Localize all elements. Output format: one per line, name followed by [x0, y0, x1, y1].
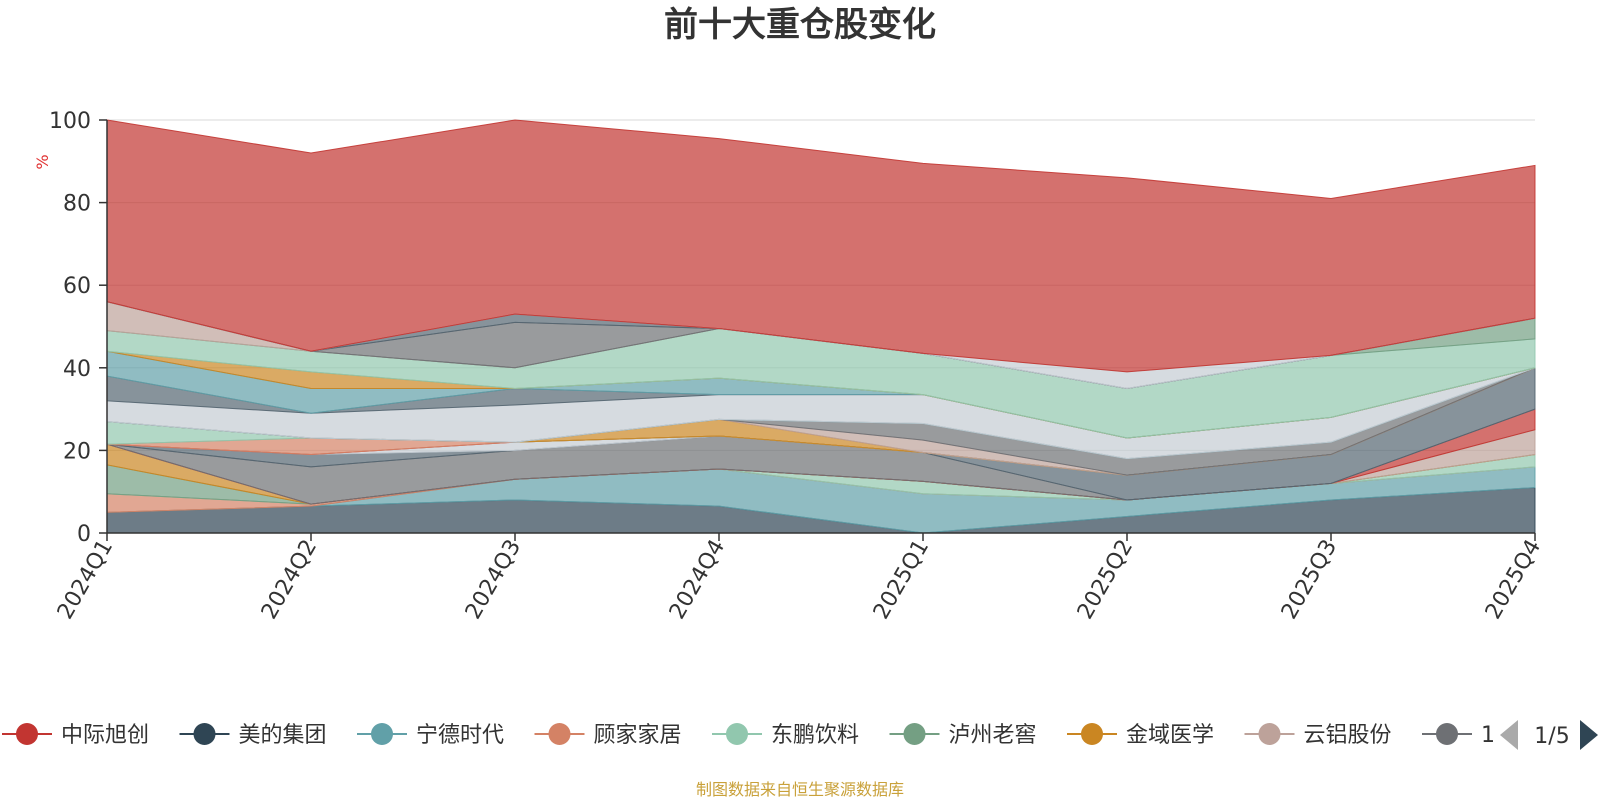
- legend-label: 中际旭创: [61, 723, 149, 748]
- legend-page-indicator: 1/5: [1534, 724, 1569, 749]
- y-tick-label: 0: [77, 522, 91, 547]
- x-tick-label: 2024Q4: [665, 536, 730, 624]
- x-tick-label: 2025Q4: [1481, 536, 1546, 624]
- legend-item[interactable]: 东鹏饮料: [712, 723, 859, 748]
- x-tick-labels: 2024Q1 2024Q2 2024Q3 2024Q4 2025Q1 2025Q2 2025…: [53, 536, 1546, 624]
- legend-marker: [903, 723, 926, 745]
- legend-item[interactable]: 1: [1422, 723, 1495, 748]
- legend-item[interactable]: 顾家家居: [534, 723, 682, 748]
- legend-next-page-icon[interactable]: [1580, 720, 1598, 750]
- x-tick-label: 2024Q3: [461, 536, 526, 624]
- legend-label: 美的集团: [239, 723, 327, 748]
- y-tick-label: 100: [49, 109, 91, 134]
- legend-marker: [1436, 723, 1458, 745]
- legend-marker: [1081, 723, 1103, 745]
- legend-prev-page-icon[interactable]: [1500, 720, 1518, 750]
- y-tick-label: 20: [63, 439, 91, 464]
- legend[interactable]: 中际旭创 美的集团 宁德时代 顾家家居 东鹏饮料 泸州老窖 金域医学 云铝股份 1: [2, 723, 1495, 748]
- y-axis-label: %: [33, 154, 52, 169]
- x-tick-label: 2025Q2: [1073, 536, 1138, 624]
- x-tick-label: 2025Q1: [869, 536, 934, 624]
- y-tick-labels: 0 20 40 60 80 100: [49, 109, 91, 547]
- x-tick-label: 2024Q2: [257, 536, 322, 624]
- legend-item[interactable]: 美的集团: [179, 723, 327, 748]
- legend-label-partial: 1: [1481, 723, 1495, 748]
- legend-label: 泸州老窖: [949, 723, 1037, 748]
- legend-label: 宁德时代: [416, 723, 504, 748]
- x-tick-label: 2024Q1: [53, 536, 118, 624]
- legend-marker: [726, 723, 748, 745]
- legend-pager: 1/5: [1500, 720, 1598, 750]
- y-tick-label: 60: [63, 274, 91, 299]
- legend-marker: [16, 723, 38, 745]
- y-tick-label: 40: [63, 357, 91, 382]
- area-series: [106, 119, 1536, 373]
- legend-label: 顾家家居: [594, 723, 682, 748]
- x-tick-label: 2025Q3: [1277, 536, 1342, 624]
- legend-item[interactable]: 中际旭创: [2, 723, 149, 748]
- legend-label: 金域医学: [1126, 723, 1214, 748]
- legend-marker: [193, 723, 216, 745]
- legend-marker: [371, 723, 393, 745]
- source-note: 制图数据来自恒生聚源数据库: [696, 780, 904, 799]
- y-tick-label: 80: [63, 192, 91, 217]
- legend-label: 东鹏饮料: [771, 723, 859, 748]
- legend-item[interactable]: 云铝股份: [1244, 723, 1392, 748]
- legend-item[interactable]: 金域医学: [1067, 723, 1214, 748]
- legend-label: 云铝股份: [1304, 723, 1392, 748]
- legend-item[interactable]: 宁德时代: [357, 723, 504, 748]
- axes: [99, 119, 1536, 541]
- chart-title: 前十大重仓股变化: [664, 5, 936, 45]
- legend-marker: [548, 723, 571, 745]
- legend-item[interactable]: 泸州老窖: [889, 723, 1037, 748]
- legend-marker: [1258, 723, 1281, 745]
- area-series-layer: [106, 119, 1536, 534]
